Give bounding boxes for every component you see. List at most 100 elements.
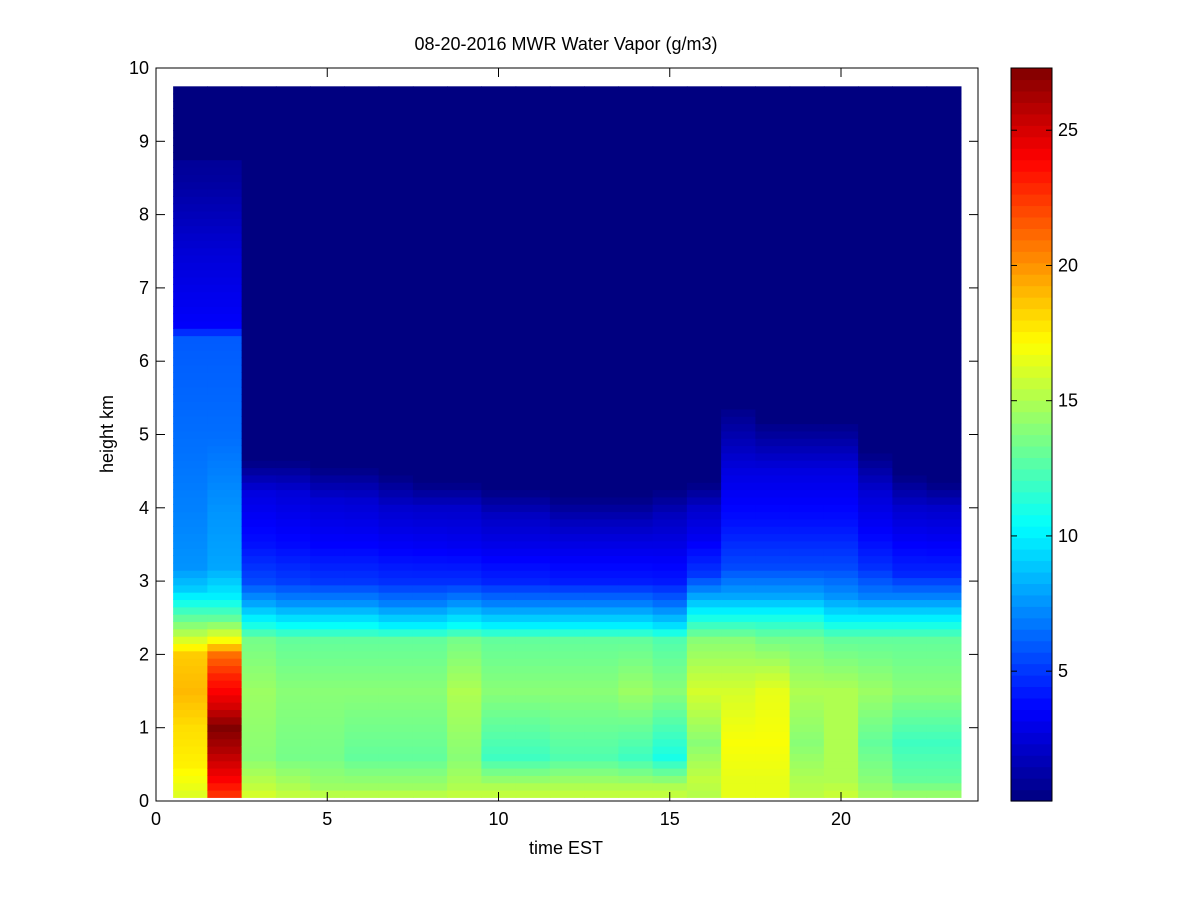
heatmap-cell	[173, 93, 208, 102]
heatmap-cell	[515, 100, 551, 109]
heatmap-cell	[892, 364, 928, 373]
heatmap-cell	[378, 680, 414, 688]
heatmap-cell	[481, 775, 517, 784]
heatmap-cell	[618, 518, 654, 527]
heatmap-cell	[652, 570, 688, 579]
heatmap-cell	[618, 782, 654, 791]
heatmap-cell	[755, 240, 791, 249]
heatmap-cell	[515, 658, 551, 666]
heatmap-cell	[584, 394, 619, 403]
heatmap-cell	[378, 768, 414, 776]
heatmap-cell	[412, 284, 448, 293]
heatmap-cell	[481, 130, 517, 139]
heatmap-cell	[412, 144, 448, 153]
heatmap-cell	[892, 460, 928, 469]
heatmap-cell	[344, 357, 380, 366]
heatmap-cell	[310, 408, 345, 417]
heatmap-cell	[549, 166, 585, 175]
heatmap-cell	[926, 386, 962, 395]
heatmap-cell	[241, 254, 277, 263]
heatmap-cell	[378, 628, 414, 637]
heatmap-cell	[378, 533, 414, 542]
heatmap-cell	[926, 482, 962, 491]
heatmap-cell	[755, 702, 791, 710]
heatmap-cell	[447, 592, 482, 601]
heatmap-cell	[618, 467, 654, 476]
heatmap-cell	[241, 247, 277, 256]
heatmap-cell	[447, 342, 482, 351]
heatmap-cell	[515, 570, 551, 579]
heatmap-cell	[926, 474, 962, 483]
colorbar-swatch	[1011, 697, 1052, 710]
heatmap-cell	[241, 232, 277, 241]
heatmap-cell	[515, 687, 551, 696]
heatmap-cell	[789, 408, 825, 417]
heatmap-cell	[721, 716, 756, 725]
heatmap-cell	[789, 672, 825, 681]
heatmap-cell	[721, 306, 756, 315]
heatmap-cell	[275, 276, 311, 285]
heatmap-cell	[926, 430, 962, 439]
heatmap-cell	[584, 181, 619, 190]
heatmap-cell	[378, 240, 414, 249]
colorbar-swatches	[1011, 68, 1052, 802]
heatmap-cell	[858, 357, 893, 366]
heatmap-cells	[173, 86, 962, 798]
heatmap-cell	[515, 731, 551, 740]
colorbar-swatch	[1011, 629, 1052, 642]
heatmap-cell	[858, 401, 893, 410]
heatmap-cell	[789, 636, 825, 645]
heatmap-cell	[344, 702, 380, 710]
heatmap-cell	[412, 460, 448, 469]
heatmap-cell	[207, 335, 243, 344]
heatmap-cell	[823, 357, 859, 366]
heatmap-cell	[755, 445, 791, 454]
heatmap-cell	[789, 115, 825, 124]
heatmap-cell	[207, 614, 243, 623]
heatmap-cell	[241, 100, 277, 109]
heatmap-cell	[481, 665, 517, 674]
heatmap-cell	[173, 702, 208, 710]
heatmap-cell	[652, 452, 688, 461]
heatmap-cell	[549, 240, 585, 249]
heatmap-cell	[515, 474, 551, 483]
heatmap-cell	[515, 452, 551, 461]
colorbar-swatch	[1011, 491, 1052, 504]
y-tick-label: 9	[139, 131, 149, 151]
heatmap-cell	[207, 599, 243, 608]
heatmap-cell	[241, 108, 277, 117]
heatmap-cell	[515, 716, 551, 725]
heatmap-cell	[618, 562, 654, 571]
heatmap-cell	[549, 372, 585, 381]
heatmap-cell	[344, 291, 380, 300]
heatmap-cell	[275, 709, 311, 718]
heatmap-cell	[755, 577, 791, 586]
heatmap-cell	[755, 724, 791, 732]
heatmap-cell	[241, 137, 277, 146]
heatmap-cell	[789, 144, 825, 153]
heatmap-cell	[789, 122, 825, 131]
heatmap-cell	[926, 746, 962, 754]
heatmap-cell	[481, 203, 517, 212]
colorbar-tick-label: 10	[1058, 526, 1078, 546]
heatmap-cell	[926, 152, 962, 161]
heatmap-cell	[549, 526, 585, 535]
heatmap-cell	[721, 592, 756, 601]
heatmap-cell	[241, 636, 277, 645]
heatmap-cell	[481, 474, 517, 483]
heatmap-cell	[892, 144, 928, 153]
heatmap-cell	[789, 628, 825, 637]
heatmap-cell	[584, 672, 619, 681]
heatmap-cell	[686, 445, 722, 454]
heatmap-cell	[584, 254, 619, 263]
heatmap-cell	[549, 760, 585, 769]
heatmap-cell	[241, 342, 277, 351]
heatmap-cell	[515, 144, 551, 153]
colorbar-swatch	[1011, 388, 1052, 401]
heatmap-cell	[344, 115, 380, 124]
heatmap-cell	[926, 782, 962, 791]
heatmap-cell	[412, 320, 448, 329]
heatmap-cell	[721, 504, 756, 513]
heatmap-cell	[412, 621, 448, 630]
heatmap-cell	[310, 240, 345, 249]
